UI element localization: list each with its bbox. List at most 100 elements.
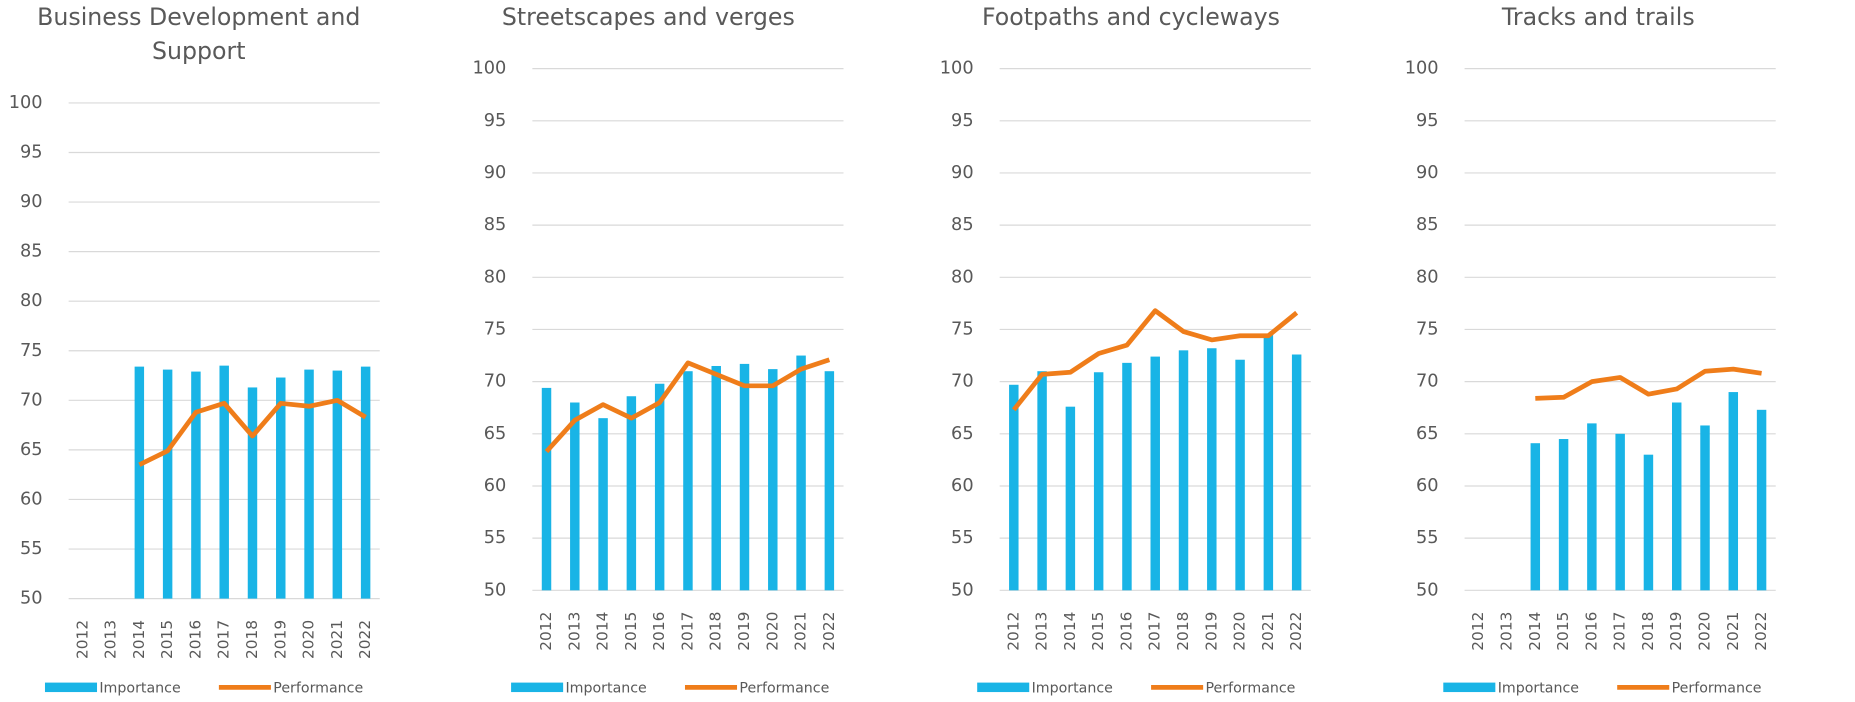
y-tick-label: 80 bbox=[20, 291, 43, 311]
x-tick-label: 2019 bbox=[271, 620, 289, 659]
x-tick-label: 2022 bbox=[1287, 612, 1305, 651]
bar bbox=[796, 355, 806, 591]
x-tick-label: 2021 bbox=[1724, 612, 1742, 651]
y-tick-label: 70 bbox=[1416, 372, 1439, 392]
bar bbox=[332, 370, 343, 599]
chart-title-box: Tracks and trails bbox=[1501, 2, 1695, 31]
bar bbox=[1643, 454, 1654, 591]
x-tick-label: 2020 bbox=[300, 620, 318, 659]
y-tick-label: 85 bbox=[484, 215, 507, 235]
x-tick-label: 2017 bbox=[1146, 612, 1164, 651]
x-tick-label: 2021 bbox=[328, 620, 346, 659]
chart-title-box: Streetscapes and verges bbox=[501, 2, 795, 31]
bar bbox=[1291, 354, 1302, 591]
y-tick-label: 75 bbox=[1416, 319, 1439, 339]
bar bbox=[1178, 350, 1189, 591]
y-tick-label: 50 bbox=[951, 580, 974, 600]
legend-swatch bbox=[977, 682, 1030, 693]
bar bbox=[247, 387, 258, 599]
chart-title: Footpaths and cycleways bbox=[981, 2, 1280, 31]
bar bbox=[768, 369, 778, 591]
y-tick-label: 75 bbox=[484, 319, 507, 339]
legend-swatch bbox=[44, 682, 98, 693]
bar bbox=[304, 369, 314, 599]
bar bbox=[1037, 371, 1047, 591]
x-tick-label: 2018 bbox=[243, 620, 261, 659]
x-tick-label: 2020 bbox=[1696, 612, 1714, 651]
y-tick-label: 100 bbox=[1405, 59, 1439, 79]
legend-label: Importance bbox=[565, 681, 646, 697]
y-tick-label: 65 bbox=[484, 424, 507, 444]
x-tick-label: 2012 bbox=[537, 612, 555, 651]
x-tick-label: 2012 bbox=[1004, 612, 1022, 651]
x-tick-label: 2016 bbox=[186, 620, 204, 659]
x-tick-label: 2018 bbox=[1174, 612, 1192, 651]
bar bbox=[683, 371, 693, 591]
y-tick-label: 60 bbox=[1416, 476, 1439, 496]
y-tick-label: 75 bbox=[20, 341, 43, 361]
bar bbox=[626, 396, 637, 591]
y-tick-label: 90 bbox=[484, 163, 507, 183]
x-tick-label: 2018 bbox=[1639, 612, 1657, 651]
y-tick-label: 90 bbox=[951, 163, 974, 183]
bar bbox=[1615, 433, 1625, 591]
chart-title: Tracks and trails bbox=[1501, 2, 1695, 31]
bar bbox=[1756, 409, 1767, 591]
bar bbox=[1728, 392, 1739, 591]
legend-label: Performance bbox=[739, 681, 829, 697]
bar bbox=[824, 371, 835, 591]
y-tick-label: 80 bbox=[484, 267, 507, 287]
x-tick-label: 2015 bbox=[158, 620, 176, 659]
x-tick-label: 2014 bbox=[594, 612, 612, 651]
x-tick-label: 2019 bbox=[1202, 612, 1220, 651]
bar bbox=[276, 377, 286, 599]
y-tick-label: 60 bbox=[20, 489, 43, 509]
x-tick-label: 2020 bbox=[763, 612, 781, 651]
bar bbox=[1065, 406, 1076, 591]
x-tick-label: 2017 bbox=[1611, 612, 1629, 651]
chart-title-box: Footpaths and cycleways bbox=[981, 2, 1280, 31]
x-tick-label: 2021 bbox=[792, 612, 810, 651]
bar bbox=[1263, 334, 1274, 591]
legend-label: Importance bbox=[1498, 681, 1579, 697]
y-tick-label: 65 bbox=[20, 440, 43, 460]
bar bbox=[1093, 372, 1104, 591]
bar bbox=[1558, 439, 1569, 591]
y-tick-label: 50 bbox=[1416, 580, 1439, 600]
x-tick-label: 2015 bbox=[622, 612, 640, 651]
bar bbox=[1150, 356, 1160, 591]
y-tick-label: 55 bbox=[20, 539, 43, 559]
x-tick-label: 2015 bbox=[1089, 612, 1107, 651]
bar bbox=[1122, 362, 1132, 591]
bar bbox=[654, 383, 665, 591]
bar bbox=[1671, 402, 1682, 591]
y-tick-label: 60 bbox=[484, 476, 507, 496]
y-tick-label: 100 bbox=[9, 93, 43, 113]
x-tick-label: 2022 bbox=[356, 620, 374, 659]
legend-swatch bbox=[511, 682, 564, 693]
bar bbox=[711, 365, 721, 591]
bar bbox=[1530, 443, 1541, 591]
y-tick-label: 100 bbox=[940, 59, 974, 79]
x-tick-label: 2014 bbox=[130, 620, 148, 659]
legend-label: Importance bbox=[99, 681, 180, 697]
y-tick-label: 50 bbox=[484, 580, 507, 600]
x-tick-label: 2016 bbox=[1582, 612, 1600, 651]
y-tick-label: 55 bbox=[951, 528, 974, 548]
y-tick-label: 95 bbox=[484, 111, 507, 131]
y-tick-label: 100 bbox=[472, 59, 506, 79]
y-tick-label: 55 bbox=[484, 528, 507, 548]
chart-title: Streetscapes and verges bbox=[501, 2, 795, 31]
x-tick-label: 2013 bbox=[1498, 612, 1516, 651]
x-tick-label: 2019 bbox=[735, 612, 753, 651]
legend-label: Performance bbox=[1672, 681, 1762, 697]
x-tick-label: 2016 bbox=[1117, 612, 1135, 651]
bar bbox=[134, 366, 145, 599]
legend-label: Importance bbox=[1032, 681, 1113, 697]
y-tick-label: 70 bbox=[484, 372, 507, 392]
legend-label: Performance bbox=[273, 681, 363, 697]
bar bbox=[1235, 359, 1245, 591]
line bbox=[544, 357, 831, 454]
